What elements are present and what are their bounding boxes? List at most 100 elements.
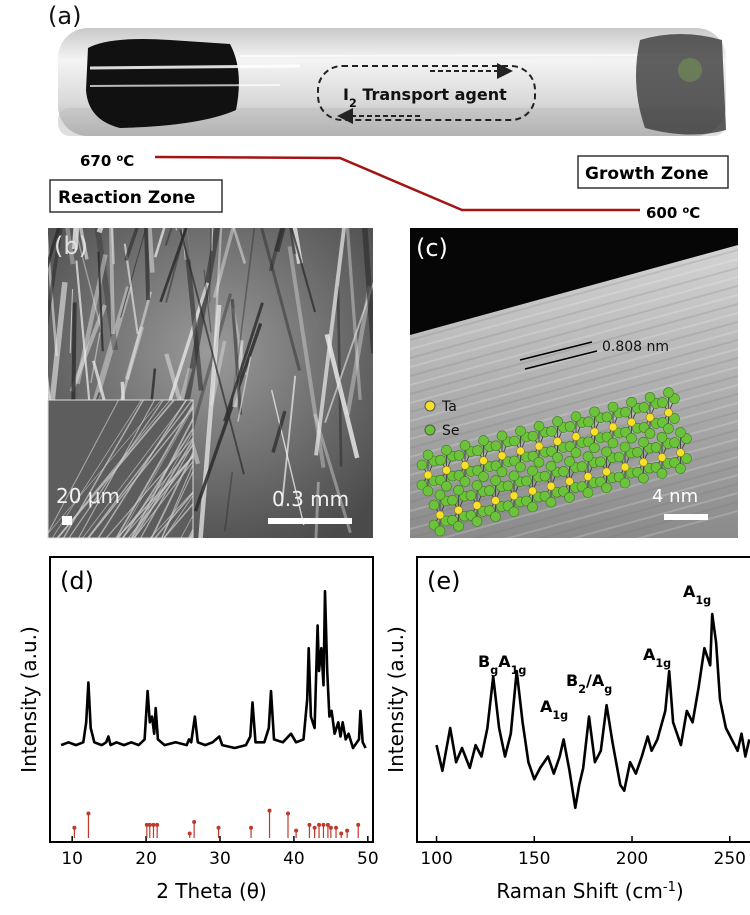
spacing-line [519, 341, 593, 361]
y-axis-label-part: Intensity (a.u.) [17, 626, 41, 773]
reference-tip [356, 822, 361, 827]
scale-bar [268, 518, 352, 524]
temperature-label-part: o [683, 205, 690, 216]
reference-tip [144, 822, 149, 827]
zone-label-part: Reaction Zone [58, 188, 195, 208]
reference-tip [294, 828, 299, 833]
temperature-profile [154, 155, 640, 212]
panel-label-part: (e) [427, 567, 461, 595]
reference-tip [86, 811, 91, 816]
agent-label-part: I [343, 85, 349, 104]
peak-label: A1g [683, 582, 711, 607]
peak-label-part: 1g [511, 664, 527, 677]
x-tick-label: 40 [283, 849, 305, 869]
panel-label: (b) [54, 232, 88, 260]
panel-label-part: (b) [54, 232, 88, 260]
reference-tip [328, 825, 333, 830]
peak-label-part: 1g [655, 657, 671, 670]
agent-label-part: Transport agent [357, 85, 507, 104]
reference-tip [155, 822, 160, 827]
peak-label-part: 1g [695, 594, 711, 607]
temperature-label-part: C [689, 204, 700, 222]
scale-bar [62, 516, 72, 525]
reference-tip [334, 825, 339, 830]
inset-frame [47, 399, 194, 539]
reaction-zone-box [49, 179, 223, 213]
agent-label: I2 Transport agent [343, 85, 507, 110]
peak-label-part: g [604, 683, 612, 696]
x-tick-label-part: 150 [518, 849, 550, 869]
x-axis-label: 2 Theta (θ) [156, 879, 267, 903]
x-axis-label-part: -1 [663, 880, 676, 895]
peak-label-part: A [540, 697, 553, 716]
stem-image [410, 228, 738, 538]
scale-label: 4 nm [652, 486, 698, 507]
panel-label: (c) [416, 234, 448, 262]
x-tick-label-part: 50 [357, 849, 379, 869]
scale-label-part: 4 nm [652, 486, 698, 507]
scale-label-part: 20 μm [56, 484, 120, 508]
panel-label: (e) [427, 567, 461, 595]
reference-tip [192, 820, 197, 825]
temperature-label: 600 oC [646, 204, 700, 222]
peak-label-part: B [478, 652, 490, 671]
peak-label-part: 1g [552, 709, 568, 722]
reference-tip [72, 825, 77, 830]
spacing-line [524, 350, 598, 370]
panel-label: (a) [48, 2, 81, 30]
x-axis-label-part: ) [676, 879, 684, 903]
scale-label-part: 0.3 mm [272, 487, 349, 511]
reference-tip [325, 822, 330, 827]
scale-label: 20 μm [56, 484, 120, 508]
legend-label: Se [442, 423, 460, 439]
x-tick-label: 250 [714, 849, 746, 869]
zone-label: Reaction Zone [58, 188, 195, 208]
temperature-label: 670 oC [80, 152, 134, 170]
temperature-label-part: 670 [80, 152, 117, 170]
x-tick-label: 100 [420, 849, 452, 869]
peak-label: B2/Ag [566, 671, 612, 696]
reference-tip [317, 822, 322, 827]
plot-frame [416, 556, 750, 843]
y-axis-label: Intensity (a.u.) [384, 626, 408, 773]
peak-label: A1g [643, 645, 671, 670]
tube-photo [58, 28, 726, 136]
se-legend-marker [424, 424, 436, 436]
data-line [60, 589, 367, 750]
reference-tip [286, 811, 290, 816]
x-axis-label-part: Raman Shift (cm [496, 879, 663, 903]
peak-label: BgA1g [478, 652, 526, 677]
x-axis-label: Raman Shift (cm-1) [496, 879, 683, 903]
x-tick-label-part: 100 [420, 849, 452, 869]
x-tick-label: 30 [209, 849, 231, 869]
peak-label-part: 2 [578, 683, 586, 696]
reference-tip [321, 822, 326, 827]
panel-label: (d) [60, 567, 94, 595]
reference-tip [267, 808, 272, 813]
legend-label-part: Ta [441, 399, 457, 415]
peak-label-part: A [683, 582, 696, 601]
panel-label-part: (c) [416, 234, 448, 262]
agent-label-part: 2 [349, 97, 357, 110]
reference-tip [216, 825, 221, 830]
reference-tip [151, 822, 156, 827]
temperature-label-part: C [123, 152, 134, 170]
data-line [435, 612, 750, 810]
spacing-label: 0.808 nm [602, 339, 669, 355]
peak-label-part: g [490, 664, 498, 677]
peak-label-part: A [643, 645, 656, 664]
peak-label: A1g [540, 697, 568, 722]
plot-frame [49, 556, 374, 843]
temperature-label-part: o [117, 153, 124, 164]
y-axis-label: Intensity (a.u.) [17, 626, 41, 773]
reference-tip [312, 825, 317, 830]
growth-zone-box [577, 155, 729, 189]
x-tick-label-part: 250 [714, 849, 746, 869]
x-tick-label: 150 [518, 849, 550, 869]
x-tick-label: 50 [357, 849, 379, 869]
reference-tip [187, 831, 192, 836]
reference-tip [147, 822, 152, 827]
reference-tip [339, 831, 344, 836]
